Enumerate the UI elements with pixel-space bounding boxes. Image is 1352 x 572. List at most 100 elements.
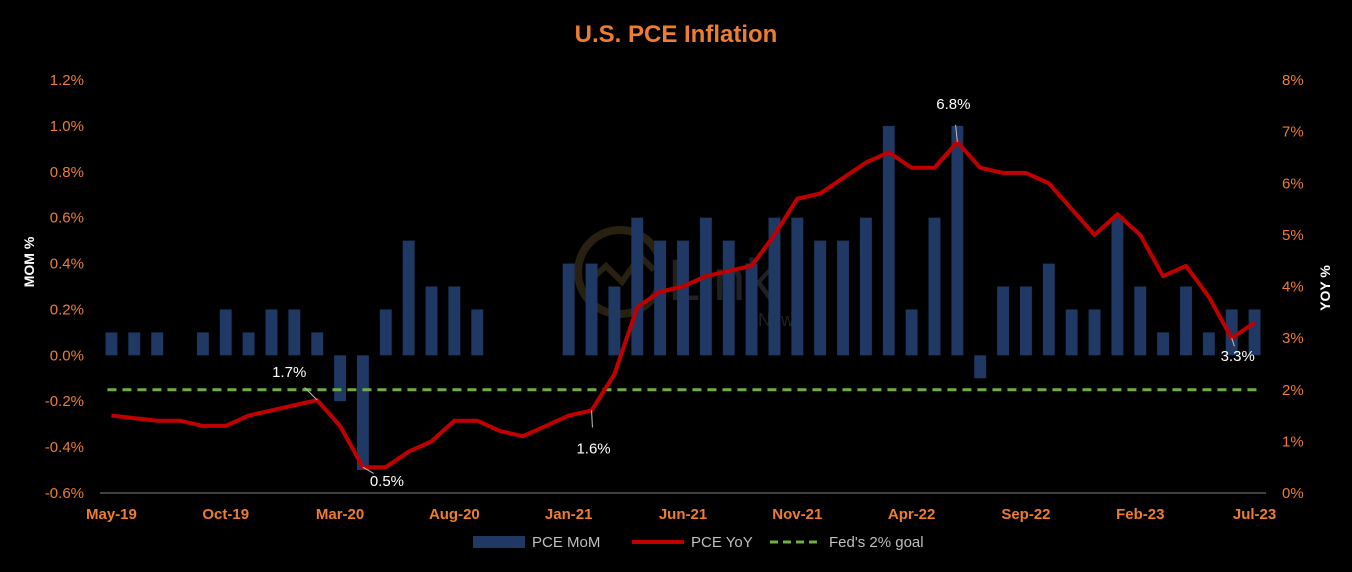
legend-label-goal: Fed's 2% goal	[829, 534, 924, 551]
pce-mom-bar	[1225, 309, 1238, 356]
pce-mom-bar	[562, 263, 575, 356]
y-right-tick-label: 8%	[1282, 72, 1304, 89]
y-left-tick-label: -0.2%	[45, 393, 84, 410]
y-right-tick-label: 0%	[1282, 485, 1304, 502]
y-right-tick-label: 2%	[1282, 382, 1304, 399]
pce-mom-bar	[974, 355, 987, 379]
pce-yoy-line	[111, 139, 1256, 470]
pce-mom-bar	[471, 309, 484, 356]
annotation-leader	[955, 124, 958, 143]
pce-mom-bar	[608, 286, 621, 356]
pce-mom-bar	[585, 263, 598, 356]
x-tick-label: Jan-21	[545, 506, 593, 523]
y-left-tick-label: 0.8%	[50, 164, 84, 181]
chart-title: U.S. PCE Inflation	[575, 21, 778, 48]
y-right-tick-label: 3%	[1282, 330, 1304, 347]
pce-mom-bar	[951, 125, 964, 356]
pce-mom-bar	[1202, 332, 1215, 356]
y-left-tick-label: 1.2%	[50, 72, 84, 89]
y-left-tick-label: -0.6%	[45, 485, 84, 502]
x-tick-label: May-19	[86, 506, 137, 523]
annotation-label: 1.6%	[576, 440, 610, 457]
pce-mom-bar	[1020, 286, 1032, 356]
legend-label-mom: PCE MoM	[532, 534, 600, 551]
pce-mom-bar	[905, 309, 918, 356]
pce-mom-bar	[1180, 286, 1192, 356]
y-axis-right-label: YOY %	[1317, 265, 1333, 311]
pce-mom-bar	[1065, 309, 1078, 356]
annotation-label: 3.3%	[1221, 348, 1255, 365]
x-tick-label: Nov-21	[772, 506, 822, 523]
pce-mom-bar	[677, 240, 689, 356]
pce-mom-bar	[151, 332, 164, 356]
pce-mom-bar	[791, 217, 804, 356]
annotation-label: 0.5%	[370, 473, 404, 490]
y-right-tick-label: 4%	[1282, 279, 1304, 296]
pce-mom-bar	[1088, 309, 1101, 356]
legend-swatch-mom	[473, 536, 525, 548]
pce-mom-bar	[402, 240, 415, 356]
y-right-tick-label: 6%	[1282, 175, 1304, 192]
pce-mom-bar	[311, 332, 324, 356]
pce-mom-bar	[699, 217, 712, 356]
annotation-leader	[362, 466, 374, 474]
annotations: 1.7% 0.5% 1.6% 6.8% 3.3%	[272, 96, 1255, 490]
pce-mom-bar	[1248, 309, 1261, 356]
x-tick-label: Apr-22	[888, 506, 936, 523]
y-right-tick-label: 7%	[1282, 124, 1304, 141]
annotation-leader	[304, 387, 318, 401]
legend-label-yoy: PCE YoY	[691, 534, 753, 551]
pce-mom-bar	[1042, 263, 1055, 356]
pce-mom-bar	[425, 286, 438, 356]
pce-mom-bar	[745, 263, 758, 356]
y-left-tick-label: -0.4%	[45, 439, 84, 456]
y-left-tick-label: 0.2%	[50, 301, 84, 318]
pce-mom-bar	[859, 217, 872, 356]
pce-mom-bar	[128, 332, 141, 356]
pce-mom-bar	[242, 332, 255, 356]
pce-mom-bar	[219, 309, 232, 356]
y-left-tick-label: 0.6%	[50, 210, 84, 227]
annotation-label: 1.7%	[272, 364, 306, 381]
pce-mom-bar	[814, 240, 827, 356]
annotation-label: 6.8%	[936, 96, 970, 113]
pce-mom-bar	[265, 309, 278, 356]
pce-mom-bar	[928, 217, 941, 356]
pce-mom-bar	[334, 355, 346, 402]
y-left-tick-label: 0.0%	[50, 347, 84, 364]
pce-mom-bar	[1111, 217, 1124, 356]
y-right-tick-label: 5%	[1282, 227, 1304, 244]
annotation-leader	[1231, 337, 1235, 347]
pce-mom-bar	[722, 240, 735, 356]
legend: PCE MoM PCE YoY Fed's 2% goal	[473, 534, 924, 551]
pce-mom-bar	[105, 332, 118, 356]
x-tick-label: Jul-23	[1233, 506, 1276, 523]
pce-mom-bar	[997, 286, 1010, 356]
pce-mom-bar	[631, 217, 644, 356]
y-axis-right-ticks: 8% 7% 6% 5% 4% 3% 2% 1% 0%	[1282, 72, 1304, 502]
pce-mom-bar	[448, 286, 461, 356]
pce-mom-bar	[288, 309, 301, 356]
x-tick-label: Jun-21	[659, 506, 707, 523]
y-axis-left-ticks: 1.2% 1.0% 0.8% 0.6% 0.4% 0.2% 0.0% -0.2% -0.4% -0…	[45, 72, 84, 502]
pce-mom-bar	[1134, 286, 1147, 356]
watermark-zigzag	[586, 251, 657, 287]
x-tick-label: Oct-19	[202, 506, 249, 523]
pce-mom-bar	[356, 355, 369, 471]
pce-mom-bar	[1157, 332, 1170, 356]
pce-mom-bar	[768, 217, 781, 356]
y-right-tick-label: 1%	[1282, 433, 1304, 450]
y-left-tick-label: 0.4%	[50, 256, 84, 273]
pce-mom-bar	[379, 309, 392, 356]
x-axis-ticks: May-19 Oct-19 Mar-20 Aug-20 Jan-21 Jun-21 Nov-…	[86, 506, 1276, 523]
x-tick-label: Sep-22	[1001, 506, 1050, 523]
x-tick-label: Aug-20	[429, 506, 480, 523]
x-tick-label: Mar-20	[316, 506, 364, 523]
x-tick-label: Feb-23	[1116, 506, 1164, 523]
y-left-tick-label: 1.0%	[50, 118, 84, 135]
y-axis-left-label: MOM %	[21, 236, 37, 287]
annotation-leader	[591, 410, 593, 428]
pce-mom-bars	[105, 125, 1261, 471]
pce-mom-bar	[837, 240, 849, 356]
